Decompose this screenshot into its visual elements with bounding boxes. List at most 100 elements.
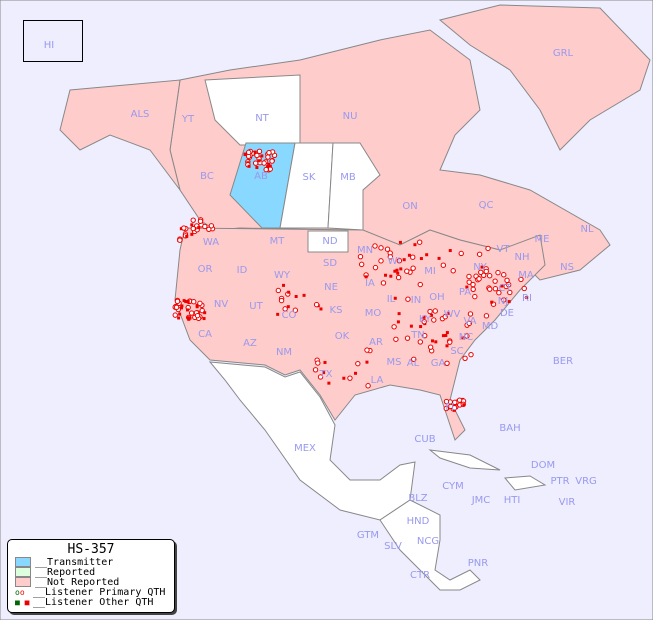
region-label-ar: AR: [369, 337, 383, 348]
region-label-ia: IA: [365, 278, 375, 289]
listener-primary-marker: [507, 289, 513, 296]
listener-primary-marker: [365, 383, 371, 389]
listener-other-marker: [243, 153, 247, 157]
region-label-ok: OK: [334, 331, 350, 342]
legend-label: __Listener Other QTH: [33, 596, 154, 608]
listener-other-marker: [268, 164, 272, 168]
listener-other-marker: [190, 232, 194, 236]
legend-label: __Reported: [35, 566, 96, 578]
listener-other-marker: [323, 360, 327, 364]
listener-primary-marker: [194, 312, 201, 319]
region-label-gtm: GTM: [356, 530, 380, 541]
region-label-tn: TN: [411, 330, 425, 341]
listener-primary-marker: [496, 290, 502, 296]
listener-primary-marker: [378, 258, 384, 264]
region-label-ns: NS: [560, 262, 574, 273]
listener-other-marker: [389, 274, 393, 278]
listener-primary-marker: [372, 243, 378, 249]
listener-primary-marker: [487, 286, 493, 292]
listener-primary-marker: [427, 344, 434, 350]
region-label-ca: CA: [198, 329, 212, 340]
region-label-ma: MA: [518, 270, 534, 281]
listener-primary-marker: [447, 339, 453, 345]
listener-primary-marker: [472, 293, 478, 300]
region-label-wv: WV: [443, 309, 461, 320]
listener-primary-marker: [456, 397, 463, 403]
region-label-il: IL: [386, 294, 396, 305]
region-label-ks: KS: [329, 305, 343, 316]
listener-other-marker: [465, 285, 469, 289]
listener-other-marker: [185, 234, 189, 238]
legend-label: __Transmitter: [35, 556, 114, 568]
listener-primary-marker: [505, 281, 512, 288]
region-label-fl: FL: [445, 402, 457, 413]
region-label-on: ON: [402, 201, 418, 212]
listener-primary-marker: [466, 320, 472, 327]
listener-other-marker: [448, 249, 452, 253]
listener-primary-marker: [431, 317, 437, 323]
listener-other-marker: [257, 159, 261, 163]
legend-label: __Not Reported: [35, 576, 120, 588]
region-label-wa: WA: [202, 237, 220, 248]
region-label-ny: NY: [473, 262, 487, 273]
listener-primary-marker: [476, 276, 482, 282]
listener-primary-marker: [483, 268, 489, 275]
listener-other-marker: [287, 290, 291, 294]
region-label-ga: GA: [430, 358, 446, 369]
listener-primary-marker: [372, 264, 379, 271]
listener-other-marker: [247, 164, 251, 168]
listener-other-marker: [185, 308, 189, 312]
listener-primary-marker: [470, 286, 476, 293]
region-label-hnd: HND: [406, 516, 430, 527]
listener-other-marker: [422, 315, 426, 319]
region-label-id: ID: [236, 265, 248, 276]
nd: [307, 230, 349, 253]
region-label-sk: SK: [302, 172, 316, 183]
listener-other-marker: [398, 240, 402, 244]
listener-primary-marker: [444, 360, 450, 366]
region-label-md: MD: [481, 321, 499, 332]
listener-primary-marker: [206, 226, 212, 232]
listener-other-marker: [384, 273, 388, 277]
listener-primary-marker: [501, 272, 507, 278]
region-label-la: LA: [370, 375, 384, 386]
region-label-ms: MS: [386, 357, 402, 368]
region-label-nv: NV: [213, 299, 229, 310]
listener-other-marker: [267, 162, 271, 166]
listener-primary-marker: [197, 218, 204, 224]
listener-other-marker: [399, 267, 403, 271]
region-label-ut: UT: [249, 301, 263, 312]
region-label-vir: VIR: [558, 497, 576, 508]
listener-other-marker: [446, 311, 450, 315]
listener-primary-marker: [504, 277, 510, 284]
region-label-nu: NU: [342, 111, 358, 122]
listener-primary-marker: [254, 152, 260, 159]
region-label-or: OR: [197, 264, 213, 275]
region-label-qc: QC: [478, 200, 494, 211]
listener-other-marker: [282, 283, 286, 287]
listener-other-marker: [327, 381, 331, 385]
listener-other-marker: [179, 306, 183, 310]
listener-primary-marker: [191, 299, 197, 305]
listener-primary-marker: [451, 405, 458, 411]
listener-other-marker: [203, 311, 207, 315]
listener-other-marker: [255, 165, 259, 169]
region-label-nl: NL: [580, 224, 594, 235]
region-label-yt: YT: [181, 114, 195, 125]
region-label-ctr: CTR: [409, 570, 431, 581]
listener-other-marker: [260, 154, 264, 158]
listener-markers: [172, 148, 529, 412]
region-label-oh: OH: [429, 292, 445, 303]
listener-primary-marker: [495, 269, 501, 276]
listener-primary-marker: [391, 324, 397, 330]
region-label-nm: NM: [275, 347, 293, 358]
listener-other-marker: [184, 300, 188, 304]
listener-primary-marker: [466, 273, 472, 280]
listener-other-marker: [441, 334, 445, 338]
listener-primary-marker: [261, 160, 267, 166]
listener-primary-marker: [347, 375, 353, 381]
listener-other-marker: [393, 269, 397, 273]
region-label-ber: BER: [552, 356, 574, 367]
